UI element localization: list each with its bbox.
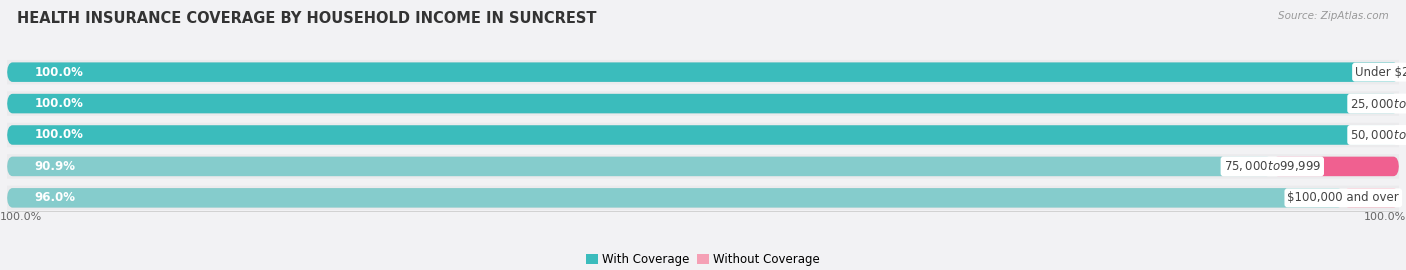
Text: 100.0%: 100.0% xyxy=(35,129,84,141)
Text: 100.0%: 100.0% xyxy=(35,66,84,79)
FancyBboxPatch shape xyxy=(1272,157,1399,176)
Text: 90.9%: 90.9% xyxy=(35,160,76,173)
FancyBboxPatch shape xyxy=(0,154,1406,179)
Text: Under $25,000: Under $25,000 xyxy=(1355,66,1406,79)
FancyBboxPatch shape xyxy=(7,62,1399,82)
Text: HEALTH INSURANCE COVERAGE BY HOUSEHOLD INCOME IN SUNCREST: HEALTH INSURANCE COVERAGE BY HOUSEHOLD I… xyxy=(17,11,596,26)
FancyBboxPatch shape xyxy=(0,123,1406,147)
Text: $100,000 and over: $100,000 and over xyxy=(1288,191,1399,204)
FancyBboxPatch shape xyxy=(7,62,1399,82)
FancyBboxPatch shape xyxy=(7,157,1399,176)
Text: 96.0%: 96.0% xyxy=(35,191,76,204)
FancyBboxPatch shape xyxy=(7,188,1343,208)
FancyBboxPatch shape xyxy=(7,94,1399,113)
Text: Source: ZipAtlas.com: Source: ZipAtlas.com xyxy=(1278,11,1389,21)
FancyBboxPatch shape xyxy=(7,157,1272,176)
Text: $50,000 to $74,999: $50,000 to $74,999 xyxy=(1350,128,1406,142)
Text: 100.0%: 100.0% xyxy=(35,97,84,110)
FancyBboxPatch shape xyxy=(7,188,1399,208)
Text: $25,000 to $49,999: $25,000 to $49,999 xyxy=(1350,97,1406,111)
FancyBboxPatch shape xyxy=(7,125,1399,145)
FancyBboxPatch shape xyxy=(1343,188,1399,208)
FancyBboxPatch shape xyxy=(7,94,1399,113)
FancyBboxPatch shape xyxy=(0,91,1406,116)
FancyBboxPatch shape xyxy=(0,185,1406,210)
Text: 100.0%: 100.0% xyxy=(1364,212,1406,222)
FancyBboxPatch shape xyxy=(0,60,1406,85)
Text: 100.0%: 100.0% xyxy=(0,212,42,222)
FancyBboxPatch shape xyxy=(7,125,1399,145)
Text: $75,000 to $99,999: $75,000 to $99,999 xyxy=(1223,159,1322,173)
Legend: With Coverage, Without Coverage: With Coverage, Without Coverage xyxy=(581,248,825,270)
